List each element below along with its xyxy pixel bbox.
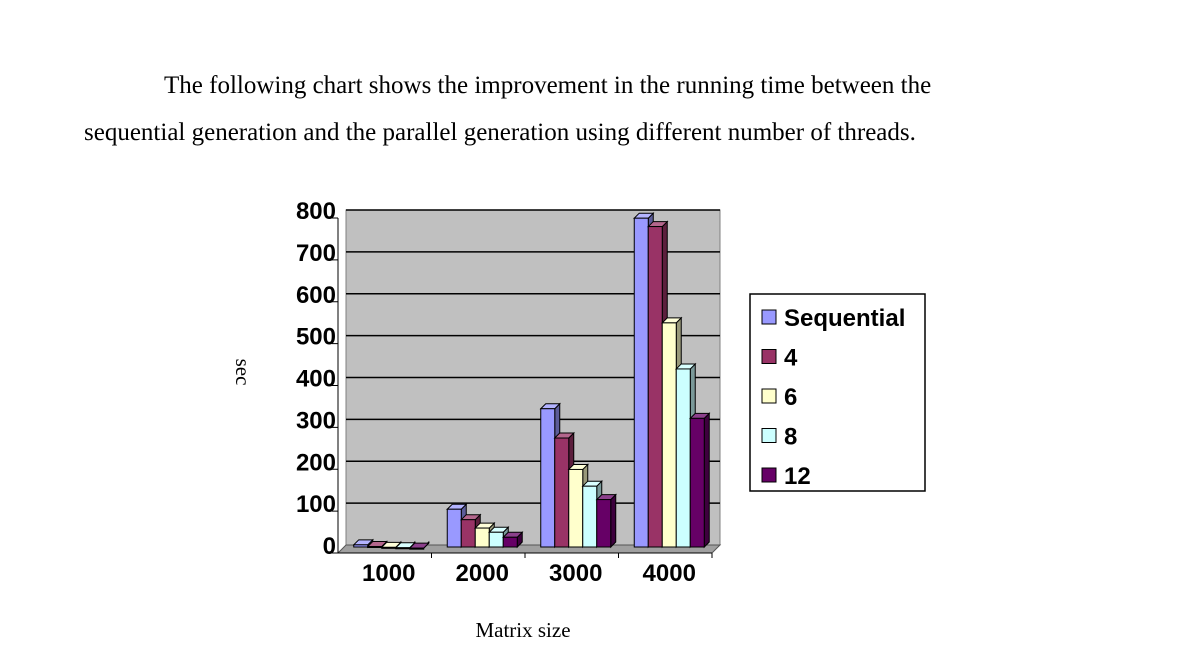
bar bbox=[596, 499, 612, 548]
bar bbox=[409, 547, 425, 550]
x-axis-title: Matrix size bbox=[475, 618, 570, 642]
bar bbox=[353, 544, 369, 548]
bar bbox=[689, 417, 705, 548]
legend-swatch bbox=[761, 349, 777, 364]
bar bbox=[675, 368, 691, 548]
y-tick-label: 200 bbox=[296, 449, 336, 476]
y-tick-label: 600 bbox=[296, 282, 336, 309]
bar bbox=[367, 545, 383, 548]
bar bbox=[460, 519, 476, 548]
legend-label: 12 bbox=[784, 463, 811, 490]
bar bbox=[540, 408, 556, 548]
legend-label: 8 bbox=[784, 424, 797, 451]
y-tick-label: 100 bbox=[296, 491, 336, 518]
intro-line-2: sequential generation and the parallel g… bbox=[84, 119, 916, 146]
y-axis-title: sec bbox=[231, 359, 255, 386]
bar bbox=[381, 546, 397, 549]
y-tick-label: 500 bbox=[296, 324, 336, 351]
y-tick-label: 300 bbox=[296, 407, 336, 434]
bar bbox=[582, 485, 598, 548]
bar-side bbox=[610, 493, 617, 549]
legend-swatch bbox=[761, 467, 777, 483]
y-tick-label: 0 bbox=[323, 533, 336, 560]
bar-side bbox=[703, 412, 710, 549]
legend-label: 4 bbox=[784, 345, 798, 372]
legend-swatch bbox=[761, 428, 777, 443]
bar bbox=[488, 531, 504, 548]
intro-line-1: The following chart shows the improvemen… bbox=[164, 72, 932, 99]
bar bbox=[502, 536, 518, 548]
bar bbox=[661, 322, 677, 548]
x-tick-label: 4000 bbox=[643, 560, 696, 587]
legend-label: 6 bbox=[784, 384, 797, 411]
bar bbox=[554, 437, 570, 548]
legend: Sequential 4 6 8 12 bbox=[749, 293, 926, 492]
bar bbox=[446, 508, 462, 548]
legend-swatch bbox=[761, 388, 777, 404]
legend-label: Sequential bbox=[784, 305, 905, 332]
bar bbox=[474, 527, 490, 548]
x-tick-label: 2000 bbox=[456, 560, 509, 587]
legend-box bbox=[749, 293, 926, 492]
y-tick-label: 700 bbox=[296, 240, 336, 267]
y-tick-label: 800 bbox=[296, 198, 336, 225]
x-tick-label: 3000 bbox=[549, 560, 602, 587]
intro-paragraph: The following chart shows the improvemen… bbox=[0, 0, 1194, 170]
x-tick-label: 1000 bbox=[362, 560, 415, 587]
y-tick-label: 400 bbox=[296, 366, 336, 393]
bar bbox=[395, 547, 411, 550]
legend-swatch bbox=[761, 309, 777, 325]
bar bbox=[633, 217, 649, 548]
bar bbox=[568, 468, 584, 548]
bar bbox=[647, 226, 663, 548]
